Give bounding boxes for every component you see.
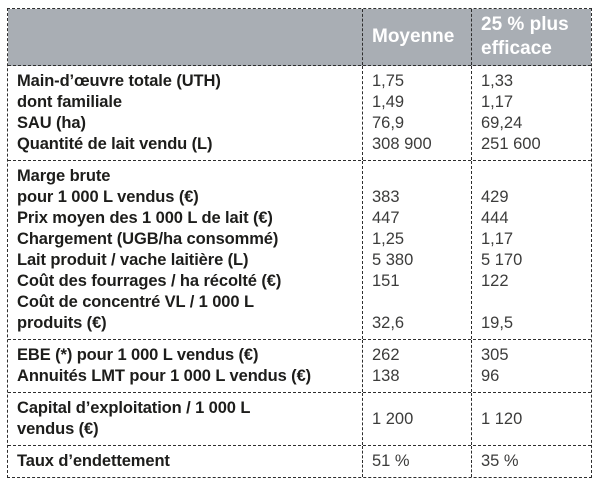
value-efficace: 96 — [481, 367, 500, 385]
value-efficace: 1,33 — [481, 72, 514, 90]
row-label: produits (€) — [17, 314, 107, 332]
efficace-cell: 1,33 1,17 69,24 251 600 — [471, 66, 591, 160]
row-label: Chargement (UGB/ha consommé) — [17, 230, 279, 248]
row-label: SAU (ha) — [17, 114, 86, 132]
row-label: Coût de concentré VL / 1 000 L — [17, 293, 254, 311]
value-efficace: 69,24 — [481, 114, 523, 132]
value-moyenne: 32,6 — [372, 314, 405, 332]
value-moyenne: 383 — [372, 188, 400, 206]
table-section: Main-d’œuvre totale (UTH) dont familiale S… — [8, 66, 591, 160]
moyenne-cell: 1 200 — [362, 393, 471, 445]
value-efficace: 19,5 — [481, 314, 514, 332]
row-label: pour 1 000 L vendus (€) — [17, 188, 199, 206]
header-corner-cell — [8, 9, 362, 65]
row-label: Lait produit / vache laitière (L) — [17, 251, 249, 269]
value-efficace — [481, 166, 587, 187]
table-body: Main-d’œuvre totale (UTH) dont familiale S… — [8, 66, 591, 477]
value-efficace: 429 — [481, 188, 509, 206]
value-efficace: 1,17 — [481, 230, 514, 248]
table-header: Moyenne 25 % plus efficace — [8, 9, 591, 66]
value-efficace: 305 — [481, 346, 509, 364]
value-moyenne: 76,9 — [372, 114, 405, 132]
label-cell: EBE (*) pour 1 000 L vendus (€) Annuités … — [8, 340, 362, 392]
label-cell: Taux d’endettement — [8, 446, 362, 477]
comparison-table: Moyenne 25 % plus efficace Main-d’œuvre … — [7, 8, 592, 478]
row-label: Taux d’endettement — [17, 452, 170, 470]
row-label: Coût des fourrages / ha récolté (€) — [17, 272, 282, 290]
row-label: vendus (€) — [17, 420, 99, 438]
value-moyenne: 51 % — [372, 452, 410, 470]
table-section: Marge brute pour 1 000 L vendus (€) Prix m… — [8, 160, 591, 339]
row-label: Capital d’exploitation / 1 000 L — [17, 399, 251, 417]
table-section: EBE (*) pour 1 000 L vendus (€) Annuités … — [8, 339, 591, 392]
value-moyenne: 308 900 — [372, 135, 432, 153]
value-efficace: 5 170 — [481, 251, 523, 269]
value-moyenne — [372, 292, 467, 313]
value-moyenne — [372, 166, 467, 187]
value-efficace: 122 — [481, 272, 509, 290]
table-section: Capital d’exploitation / 1 000 L vendus (… — [8, 392, 591, 445]
label-cell: Main-d’œuvre totale (UTH) dont familiale S… — [8, 66, 362, 160]
value-efficace: 1 120 — [481, 409, 523, 428]
table-section: Taux d’endettement 51 % 35 % — [8, 445, 591, 477]
value-efficace — [481, 292, 587, 313]
value-moyenne: 5 380 — [372, 251, 414, 269]
value-moyenne: 262 — [372, 346, 400, 364]
label-cell: Marge brute pour 1 000 L vendus (€) Prix m… — [8, 161, 362, 339]
row-label: Quantité de lait vendu (L) — [17, 135, 213, 153]
value-moyenne: 1 200 — [372, 409, 414, 428]
row-label: Main-d’œuvre totale (UTH) — [17, 72, 221, 90]
value-efficace: 1,17 — [481, 93, 514, 111]
value-moyenne: 447 — [372, 209, 400, 227]
efficace-cell: 1 120 — [471, 393, 591, 445]
moyenne-cell: 262 138 — [362, 340, 471, 392]
value-moyenne: 1,75 — [372, 72, 405, 90]
moyenne-cell: 383 447 1,25 5 380 151 32,6 — [362, 161, 471, 339]
efficace-cell: 305 96 — [471, 340, 591, 392]
efficace-cell: 35 % — [471, 446, 591, 477]
row-label: Prix moyen des 1 000 L de lait (€) — [17, 209, 273, 227]
value-moyenne: 1,25 — [372, 230, 405, 248]
value-moyenne: 151 — [372, 272, 400, 290]
moyenne-cell: 1,75 1,49 76,9 308 900 — [362, 66, 471, 160]
row-label: EBE (*) pour 1 000 L vendus (€) — [17, 346, 259, 364]
value-efficace: 251 600 — [481, 135, 541, 153]
row-label: Marge brute — [17, 167, 111, 185]
efficace-cell: 429 444 1,17 5 170 122 19,5 — [471, 161, 591, 339]
value-efficace: 35 % — [481, 452, 519, 470]
label-cell: Capital d’exploitation / 1 000 L vendus (… — [8, 393, 362, 445]
row-label: Annuités LMT pour 1 000 L vendus (€) — [17, 367, 312, 385]
value-efficace: 444 — [481, 209, 509, 227]
header-moyenne: Moyenne — [362, 9, 471, 65]
value-moyenne: 1,49 — [372, 93, 405, 111]
value-moyenne: 138 — [372, 367, 400, 385]
row-label: dont familiale — [17, 93, 122, 111]
header-efficace: 25 % plus efficace — [471, 9, 591, 65]
moyenne-cell: 51 % — [362, 446, 471, 477]
